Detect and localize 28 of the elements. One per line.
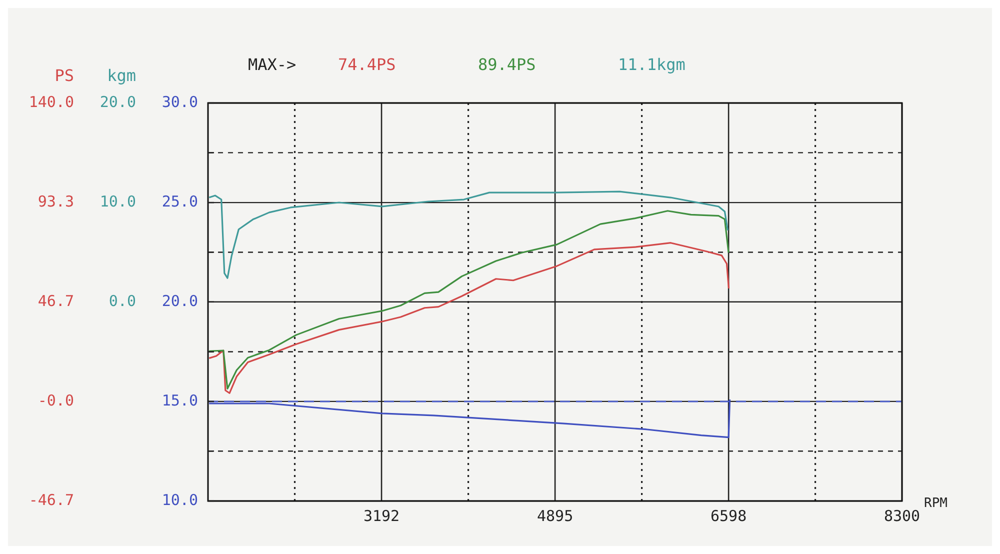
text: 74.4PS <box>338 55 396 74</box>
y2-tick-label: 0.0 <box>108 292 136 310</box>
y-tick-label: 46.7 <box>38 292 74 310</box>
y2-axis-title: kgm <box>107 66 136 85</box>
y3-tick-label: 25.0 <box>162 192 198 211</box>
x-tick-label: 8300 <box>884 507 920 525</box>
y3-tick-label: 20.0 <box>162 292 198 310</box>
y3-tick-label: 30.0 <box>162 93 198 112</box>
y3-tick-label: 15.0 <box>162 392 198 410</box>
y3-tick-label: 10.0 <box>162 491 198 510</box>
x-tick-label: 4895 <box>536 507 574 525</box>
y-tick-label: 93.3 <box>38 192 74 211</box>
text: 89.4PS <box>478 55 536 74</box>
y-axis-title: PS <box>54 66 74 85</box>
x-tick-label: 6598 <box>710 507 747 525</box>
line-series <box>208 242 730 394</box>
y2-tick-label: 20.0 <box>100 93 136 112</box>
line-series <box>208 190 729 279</box>
y2-tick-label: 10.0 <box>100 192 136 211</box>
y-tick-label: -46.7 <box>28 491 74 510</box>
line-series <box>208 398 731 438</box>
text: 11.1kgm <box>618 55 686 74</box>
y-tick-label: 140.0 <box>28 93 74 112</box>
y-tick-label: -0.0 <box>38 392 74 410</box>
line-series <box>208 210 730 390</box>
x-axis-title: RPM <box>924 496 948 511</box>
text: MAX-> <box>248 55 296 74</box>
x-tick-label: 3192 <box>363 507 400 525</box>
